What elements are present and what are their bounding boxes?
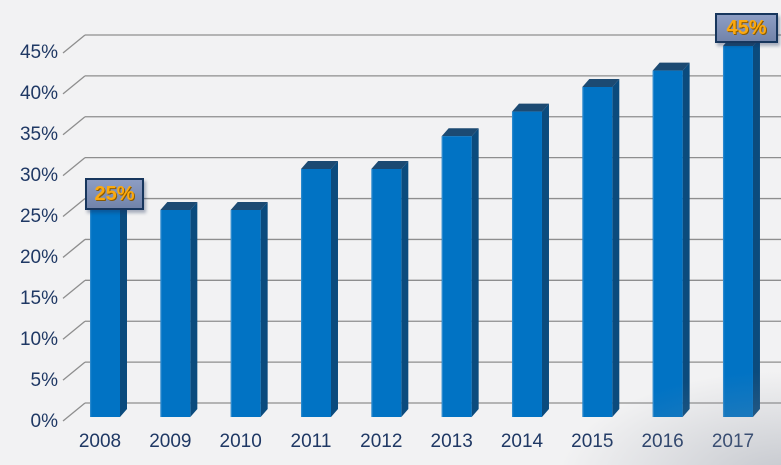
bar-2016-top	[652, 62, 690, 71]
bar-2010	[230, 210, 261, 417]
y-tick-label-5: 5%	[30, 369, 58, 391]
data-label-text-2017: 45%	[726, 16, 767, 39]
bar-2012-top	[371, 161, 409, 169]
bar-2008-side	[120, 202, 127, 417]
x-tick-label-2013: 2013	[430, 431, 473, 452]
y-tick-label-15: 15%	[19, 287, 58, 309]
bar-2011-side	[330, 161, 338, 417]
bar-2014-side	[541, 103, 549, 417]
bar-2014	[511, 111, 542, 417]
bar-2015	[582, 87, 613, 417]
x-tick-label-2014: 2014	[500, 431, 544, 452]
bar-2013-top	[441, 128, 479, 137]
y-tick-label-30: 30%	[19, 165, 58, 187]
bar-2015-top	[582, 79, 620, 87]
gridline-tick	[62, 320, 86, 340]
data-label-text-2008: 25%	[94, 182, 135, 205]
bar-2010-top	[230, 202, 268, 210]
bar-2009	[160, 210, 191, 417]
x-tick-label-2008: 2008	[78, 431, 122, 452]
bar-2012	[371, 169, 402, 417]
gridline-tick	[62, 198, 86, 218]
gridline-tick	[62, 75, 86, 95]
x-tick-label-2010: 2010	[219, 431, 262, 452]
bar-2011-top	[300, 161, 338, 169]
y-tick-label-0: 0%	[30, 410, 58, 432]
bar-2014-top	[511, 103, 549, 112]
bar-2015-side	[612, 79, 620, 417]
bar-2017	[722, 46, 753, 417]
bar-2016	[652, 70, 683, 417]
data-label-callout-2008: 25%	[85, 178, 144, 210]
data-label-callout-2017: 45%	[715, 13, 778, 43]
y-tick-label-20: 20%	[19, 246, 58, 268]
y-tick-label-40: 40%	[19, 83, 58, 105]
gridline-tick	[62, 279, 86, 299]
bar-2017-side	[752, 38, 760, 417]
x-tick-label-2011: 2011	[290, 431, 332, 452]
gridline-tick	[62, 116, 86, 136]
bar-2011	[300, 169, 331, 417]
bar-2009-side	[190, 202, 198, 417]
x-tick-label-2012: 2012	[360, 431, 403, 452]
y-tick-label-35: 35%	[19, 124, 58, 146]
bar-2016-side	[682, 62, 690, 417]
gridline-tick	[62, 402, 86, 422]
y-tick-label-25: 25%	[19, 206, 58, 228]
x-tick-label-2015: 2015	[571, 431, 614, 452]
bar-2010-side	[260, 202, 268, 417]
bar-2008	[90, 210, 120, 417]
bar-2013	[441, 136, 472, 417]
y-tick-label-45: 45%	[19, 42, 58, 64]
bar-2012-side	[401, 161, 409, 417]
gridline-tick	[62, 157, 86, 177]
y-tick-label-10: 10%	[19, 328, 58, 350]
gridline-tick	[62, 361, 86, 381]
bar-2013-side	[471, 128, 479, 417]
x-tick-label-2009: 2009	[149, 431, 192, 452]
x-tick-label-2017: 2017	[711, 431, 755, 452]
gridline-tick	[62, 238, 86, 258]
gridline-tick	[62, 34, 86, 54]
x-tick-label-2016: 2016	[641, 431, 684, 452]
bar-2009-top	[160, 202, 198, 210]
